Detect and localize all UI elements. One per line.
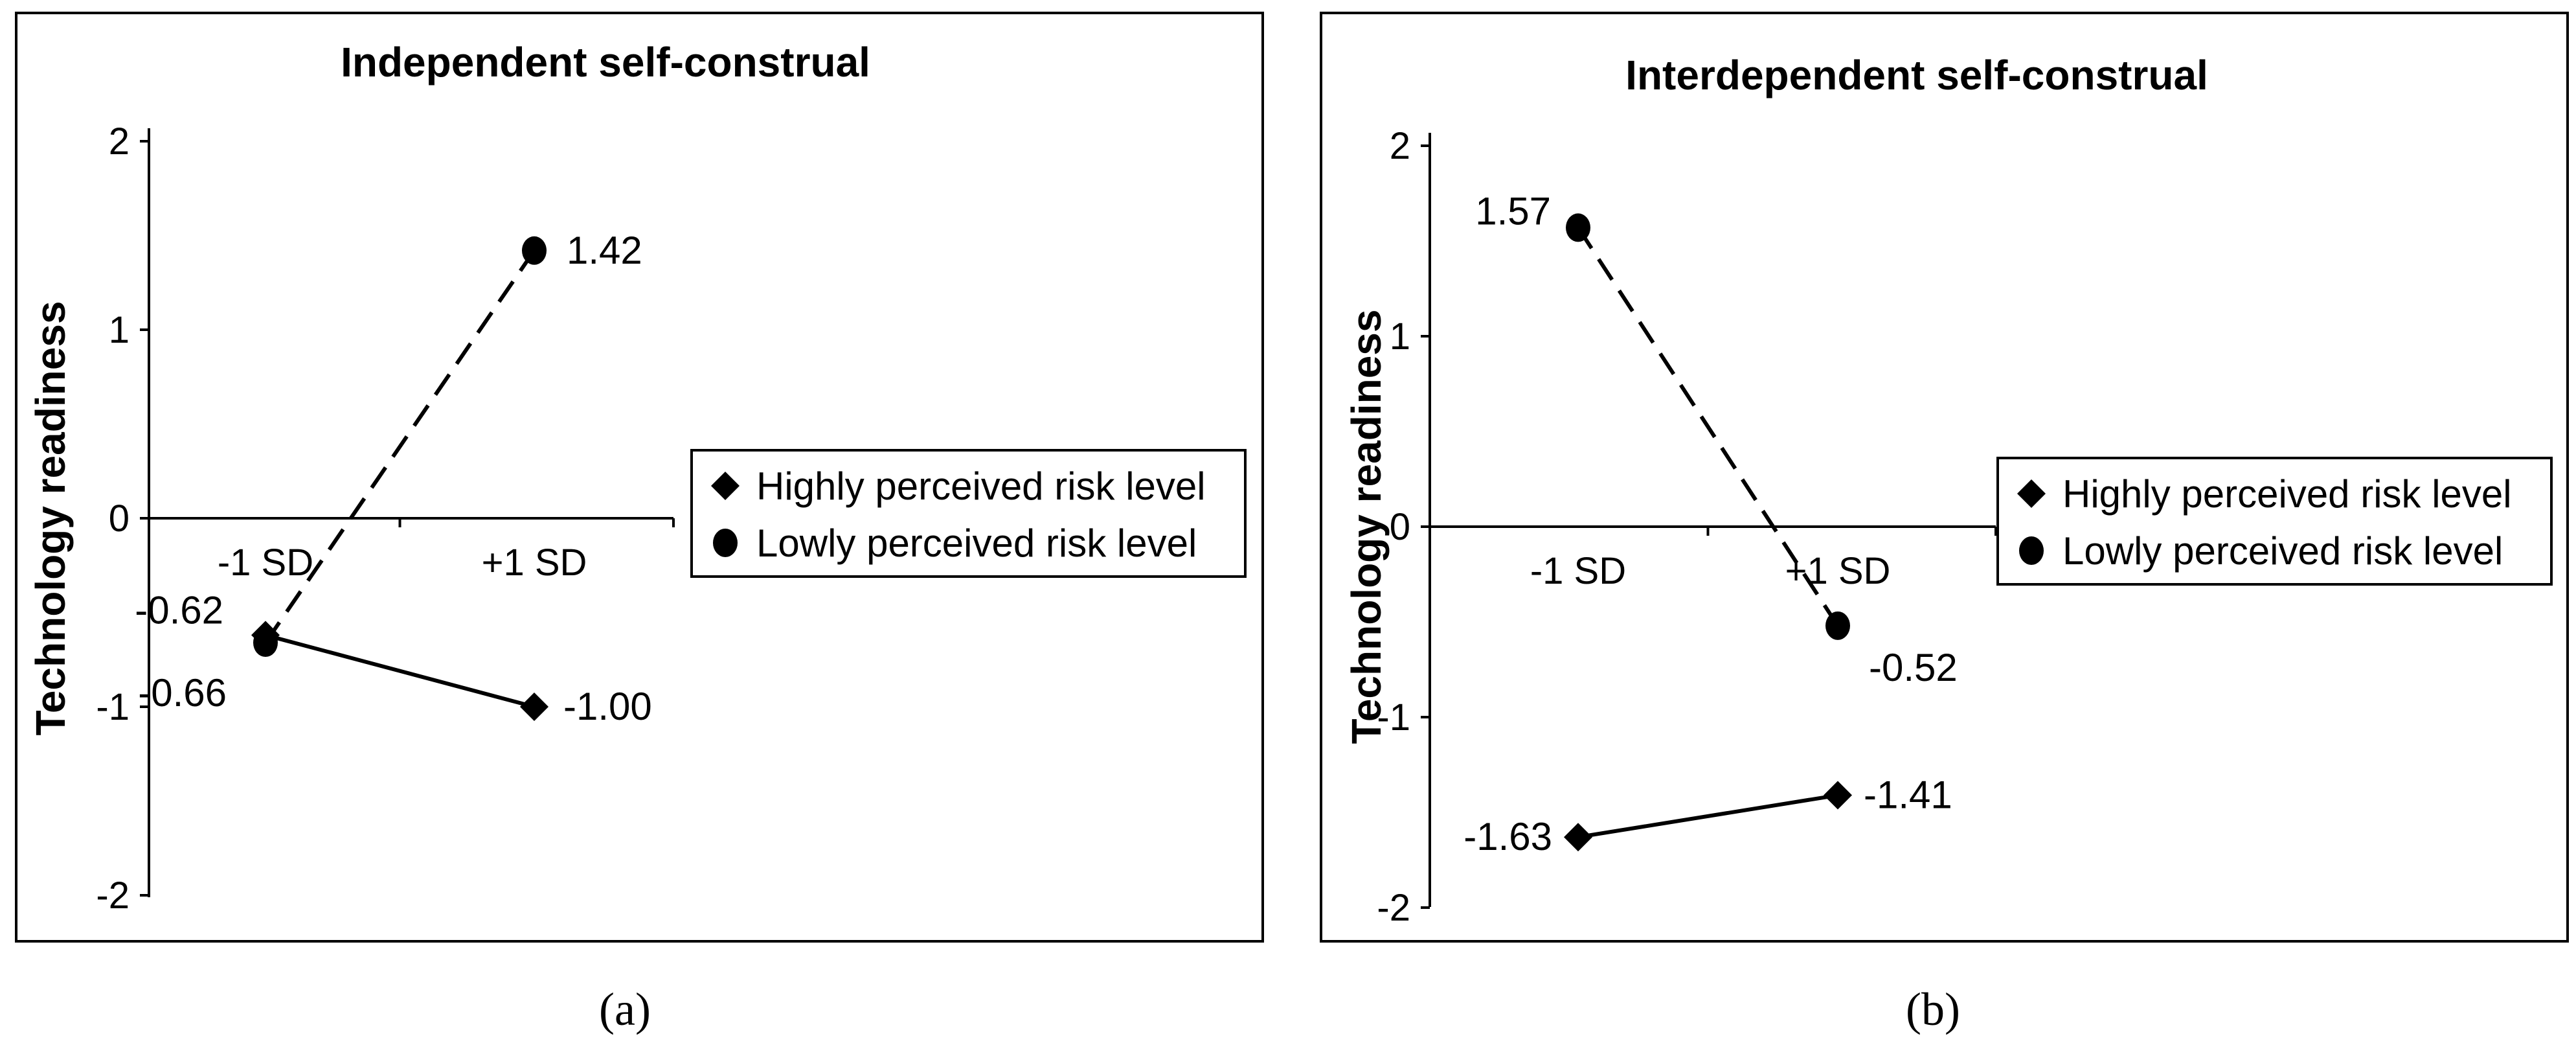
data-label: -0.62: [135, 588, 223, 632]
y-tick-label: 2: [1390, 125, 1410, 167]
data-point-diamond: [520, 693, 548, 721]
legend-marker-circle: [2019, 536, 2044, 565]
legend-marker-diamond: [2017, 479, 2046, 508]
series-line-low-risk: [1576, 226, 1840, 627]
chart-title: Interdependent self-construal: [1625, 52, 2208, 98]
data-label: 1.42: [567, 229, 642, 272]
data-label: -1.00: [563, 685, 652, 728]
legend-entry: Highly perceived risk level: [2062, 472, 2512, 516]
caption-b: (b): [1906, 983, 1960, 1035]
data-point-circle: [253, 628, 278, 658]
x-tick-label: -1 SD: [1530, 550, 1626, 592]
y-tick-label: -1: [1377, 696, 1410, 739]
x-tick-label: +1 SD: [482, 542, 587, 584]
data-label: -0.52: [1869, 646, 1958, 689]
chart-panel-b: Interdependent self-construal Technology …: [1320, 12, 2569, 943]
data-point-diamond: [1564, 823, 1592, 852]
data-label: -1.63: [1463, 815, 1552, 858]
legend-entry: Lowly perceived risk level: [756, 521, 1197, 565]
series-line-low-risk: [264, 249, 536, 644]
series-line-high-risk: [1577, 793, 1838, 840]
legend-marker-diamond: [711, 472, 740, 500]
x-tick-label: +1 SD: [1785, 550, 1891, 592]
series-line-high-risk: [265, 633, 535, 709]
data-point-circle: [1566, 213, 1590, 242]
y-tick-label: -2: [1377, 887, 1410, 929]
legend-marker-circle: [713, 529, 738, 557]
y-tick-label: 1: [109, 309, 130, 351]
legend-entry: Lowly perceived risk level: [2062, 529, 2503, 573]
y-tick-label: -1: [96, 686, 130, 728]
legend-box: [690, 449, 1247, 578]
legend-entry: Highly perceived risk level: [756, 464, 1206, 508]
y-tick-label: 2: [109, 120, 130, 163]
y-axis-label: Technology readiness: [27, 301, 74, 736]
y-tick-label: 0: [109, 498, 130, 540]
y-tick-label: 1: [1390, 315, 1410, 358]
x-tick-label: -1 SD: [218, 542, 313, 584]
data-point-diamond: [1824, 781, 1852, 810]
chart-panel-a: Independent self-construal Technology rea…: [15, 12, 1264, 943]
data-point-circle: [522, 236, 547, 265]
legend-box: [1996, 457, 2553, 586]
data-label: -0.66: [138, 671, 227, 715]
y-tick-label: 0: [1390, 506, 1410, 548]
data-label: 1.57: [1475, 189, 1551, 233]
chart-title: Independent self-construal: [341, 39, 870, 86]
y-axis-label: Technology readiness: [1343, 310, 1390, 744]
data-point-circle: [1825, 611, 1850, 640]
y-tick-label: -2: [96, 875, 130, 917]
caption-a: (a): [599, 983, 651, 1035]
data-label: -1.41: [1864, 773, 1952, 817]
